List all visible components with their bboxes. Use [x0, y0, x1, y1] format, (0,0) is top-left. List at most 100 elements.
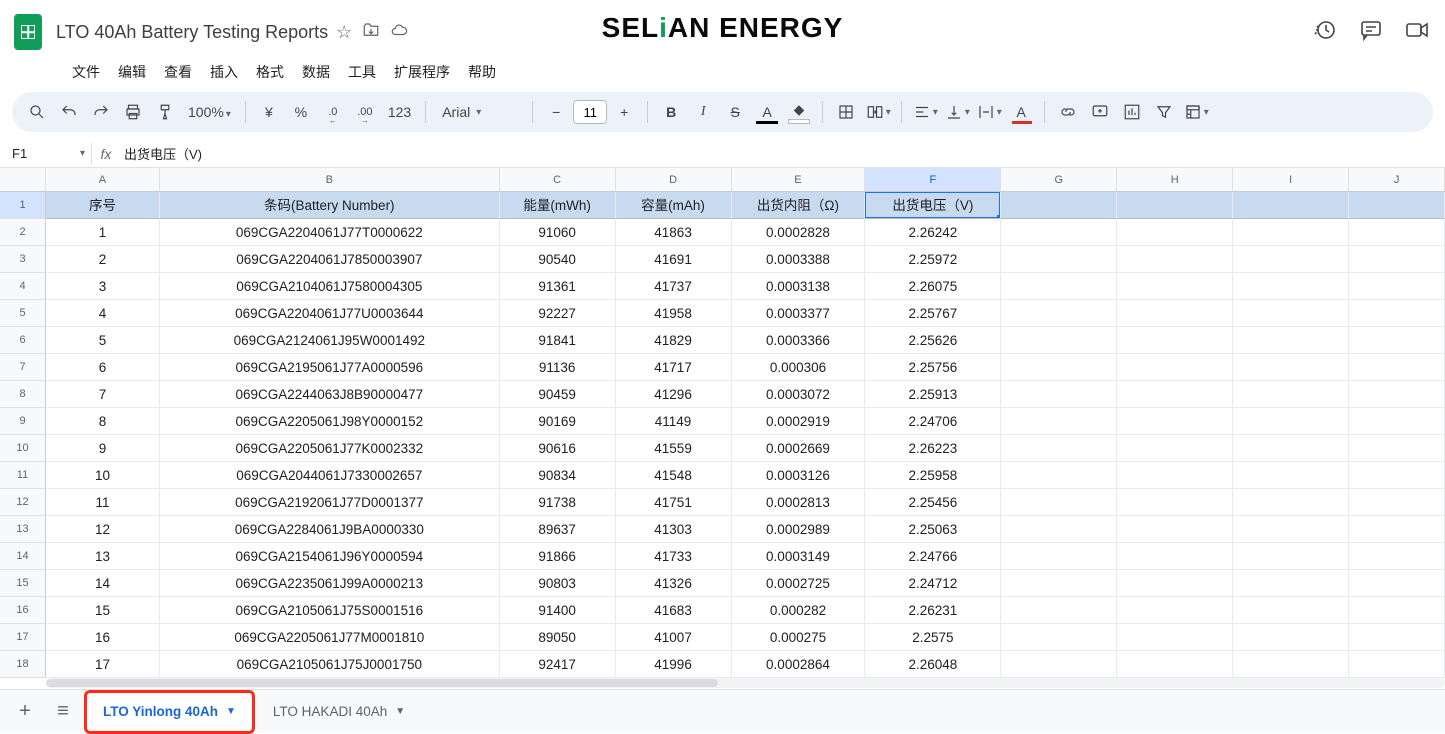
text-wrap-button[interactable] [974, 97, 1004, 127]
cell[interactable] [1349, 246, 1445, 273]
cell[interactable] [1117, 408, 1233, 435]
bold-button[interactable]: B [656, 97, 686, 127]
cell[interactable]: 2.26223 [865, 435, 1001, 462]
menu-view[interactable]: 查看 [156, 58, 200, 86]
cell[interactable]: 41296 [616, 381, 732, 408]
cell[interactable] [1001, 462, 1117, 489]
cell[interactable]: 41829 [616, 327, 732, 354]
cell[interactable]: 91841 [500, 327, 616, 354]
cell[interactable]: 41559 [616, 435, 732, 462]
search-icon[interactable] [22, 97, 52, 127]
cell[interactable] [1233, 462, 1349, 489]
cell[interactable]: 069CGA2124061J95W0001492 [160, 327, 500, 354]
column-header[interactable]: F [865, 168, 1001, 191]
menu-extensions[interactable]: 扩展程序 [386, 58, 458, 86]
cell[interactable] [1233, 516, 1349, 543]
chevron-down-icon[interactable]: ▼ [226, 706, 236, 717]
cell[interactable] [1349, 273, 1445, 300]
cell[interactable]: 2.24766 [865, 543, 1001, 570]
cell[interactable]: 15 [46, 597, 160, 624]
cell[interactable]: 0.0002919 [732, 408, 866, 435]
cell[interactable] [1233, 246, 1349, 273]
cell[interactable]: 0.0003149 [732, 543, 866, 570]
row-header[interactable]: 1 [0, 192, 46, 219]
cell[interactable] [1117, 300, 1233, 327]
cell[interactable]: 91136 [500, 354, 616, 381]
cell[interactable]: 90803 [500, 570, 616, 597]
column-header[interactable]: I [1233, 168, 1349, 191]
cell[interactable]: 0.0002864 [732, 651, 866, 678]
row-header[interactable]: 10 [0, 435, 46, 462]
increase-decimal-button[interactable]: .00→ [350, 97, 380, 127]
cell[interactable]: 41751 [616, 489, 732, 516]
cell[interactable]: 0.0003388 [732, 246, 866, 273]
menu-help[interactable]: 帮助 [460, 58, 504, 86]
cell[interactable]: 2.25913 [865, 381, 1001, 408]
cell[interactable]: 3 [46, 273, 160, 300]
cell[interactable]: 41548 [616, 462, 732, 489]
cell[interactable] [1117, 624, 1233, 651]
row-header[interactable]: 9 [0, 408, 46, 435]
cell[interactable]: 条码(Battery Number) [160, 192, 500, 219]
cell[interactable]: 0.000282 [732, 597, 866, 624]
cell[interactable]: 069CGA2044061J7330002657 [160, 462, 500, 489]
cell[interactable] [1001, 489, 1117, 516]
zoom-selector[interactable]: 100% [182, 104, 237, 120]
cell[interactable] [1117, 327, 1233, 354]
column-header[interactable]: H [1117, 168, 1233, 191]
cell[interactable]: 8 [46, 408, 160, 435]
cell[interactable]: 90459 [500, 381, 616, 408]
cell[interactable] [1001, 381, 1117, 408]
cell[interactable] [1117, 246, 1233, 273]
cell[interactable]: 41683 [616, 597, 732, 624]
decrease-decimal-button[interactable]: .0← [318, 97, 348, 127]
cell[interactable] [1001, 300, 1117, 327]
row-header[interactable]: 16 [0, 597, 46, 624]
cell[interactable]: 2.25626 [865, 327, 1001, 354]
menu-file[interactable]: 文件 [64, 58, 108, 86]
cell[interactable]: 069CGA2154061J96Y0000594 [160, 543, 500, 570]
cell[interactable] [1001, 651, 1117, 678]
more-formats-button[interactable]: 123 [382, 104, 417, 120]
cell[interactable]: 41996 [616, 651, 732, 678]
cell[interactable]: 90834 [500, 462, 616, 489]
cell[interactable]: 0.0002989 [732, 516, 866, 543]
cell[interactable]: 90169 [500, 408, 616, 435]
cell[interactable] [1233, 570, 1349, 597]
menu-edit[interactable]: 编辑 [110, 58, 154, 86]
cell[interactable] [1233, 435, 1349, 462]
cell[interactable] [1117, 381, 1233, 408]
cell[interactable]: 16 [46, 624, 160, 651]
fill-color-button[interactable] [784, 97, 814, 127]
cell[interactable]: 2.25756 [865, 354, 1001, 381]
cell[interactable]: 0.0002725 [732, 570, 866, 597]
cell[interactable]: 0.0002828 [732, 219, 866, 246]
vertical-align-button[interactable] [942, 97, 972, 127]
cell[interactable]: 069CGA2204061J7850003907 [160, 246, 500, 273]
cell[interactable]: 2.24712 [865, 570, 1001, 597]
cell[interactable]: 2.25972 [865, 246, 1001, 273]
menu-insert[interactable]: 插入 [202, 58, 246, 86]
cell[interactable]: 0.0002813 [732, 489, 866, 516]
cell[interactable]: 7 [46, 381, 160, 408]
cell[interactable]: 12 [46, 516, 160, 543]
cell[interactable]: 能量(mWh) [500, 192, 616, 219]
cell[interactable] [1349, 543, 1445, 570]
cell[interactable]: 91400 [500, 597, 616, 624]
select-all-corner[interactable] [0, 168, 46, 192]
cell[interactable]: 17 [46, 651, 160, 678]
cell[interactable] [1117, 516, 1233, 543]
cell[interactable] [1233, 651, 1349, 678]
column-header[interactable]: C [500, 168, 616, 191]
font-selector[interactable]: Arial [434, 104, 524, 120]
cell[interactable]: 2.25958 [865, 462, 1001, 489]
cell[interactable] [1233, 597, 1349, 624]
cell[interactable] [1233, 273, 1349, 300]
history-icon[interactable] [1313, 18, 1337, 47]
cell[interactable]: 069CGA2192061J77D0001377 [160, 489, 500, 516]
move-icon[interactable] [362, 21, 380, 44]
cell[interactable] [1349, 516, 1445, 543]
cell[interactable]: 5 [46, 327, 160, 354]
cloud-icon[interactable] [390, 21, 408, 44]
cell[interactable]: 41958 [616, 300, 732, 327]
